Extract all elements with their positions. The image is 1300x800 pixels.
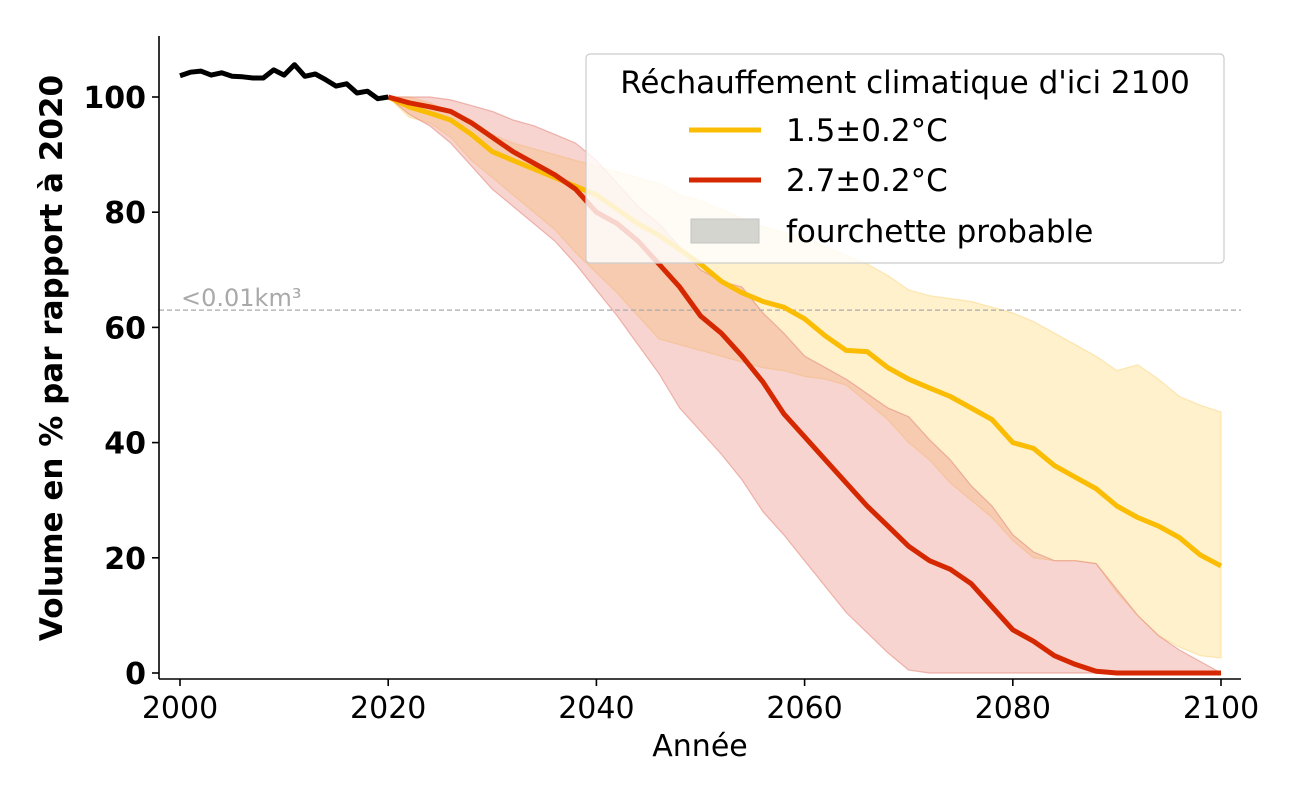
threshold-line-group: <0.01km³: [159, 284, 1241, 312]
series-lines: [179, 62, 1223, 676]
y-axis-label: Volume en % par rapport à 2020: [34, 75, 70, 641]
x-tick-label: 2080: [975, 691, 1051, 726]
y-tick-label: 20: [104, 542, 146, 577]
legend-label-2-7c: 2.7±0.2°C: [786, 163, 948, 199]
legend-title: Réchauffement climatique d'ici 2100: [620, 65, 1190, 101]
line-historical: [179, 62, 389, 102]
y-ticks: 0 20 40 60 80 100: [83, 81, 159, 692]
legend: Réchauffement climatique d'ici 2100 1.5±…: [585, 53, 1225, 264]
line-1502C: [387, 94, 1223, 569]
y-tick-label: 40: [104, 427, 146, 462]
line-2702C: [387, 94, 1221, 676]
legend-swatch-range: [690, 218, 760, 244]
y-tick-label: 60: [104, 311, 146, 346]
x-tick-label: 2060: [766, 691, 842, 726]
y-tick-label: 0: [125, 657, 146, 692]
legend-label-range: fourchette probable: [786, 214, 1093, 250]
y-tick-label: 100: [83, 81, 146, 116]
legend-label-1-5c: 1.5±0.2°C: [786, 113, 948, 149]
x-tick-label: 2040: [558, 691, 634, 726]
x-tick-label: 2020: [350, 691, 426, 726]
legend-frame: [585, 53, 1225, 264]
x-axis-label: Année: [652, 729, 747, 764]
x-tick-label: 2100: [1183, 691, 1259, 726]
x-ticks: 2000 2020 2040 2060 2080 2100: [142, 679, 1259, 726]
threshold-label: <0.01km³: [181, 284, 301, 312]
x-tick-label: 2000: [142, 691, 218, 726]
y-tick-label: 80: [104, 196, 146, 231]
